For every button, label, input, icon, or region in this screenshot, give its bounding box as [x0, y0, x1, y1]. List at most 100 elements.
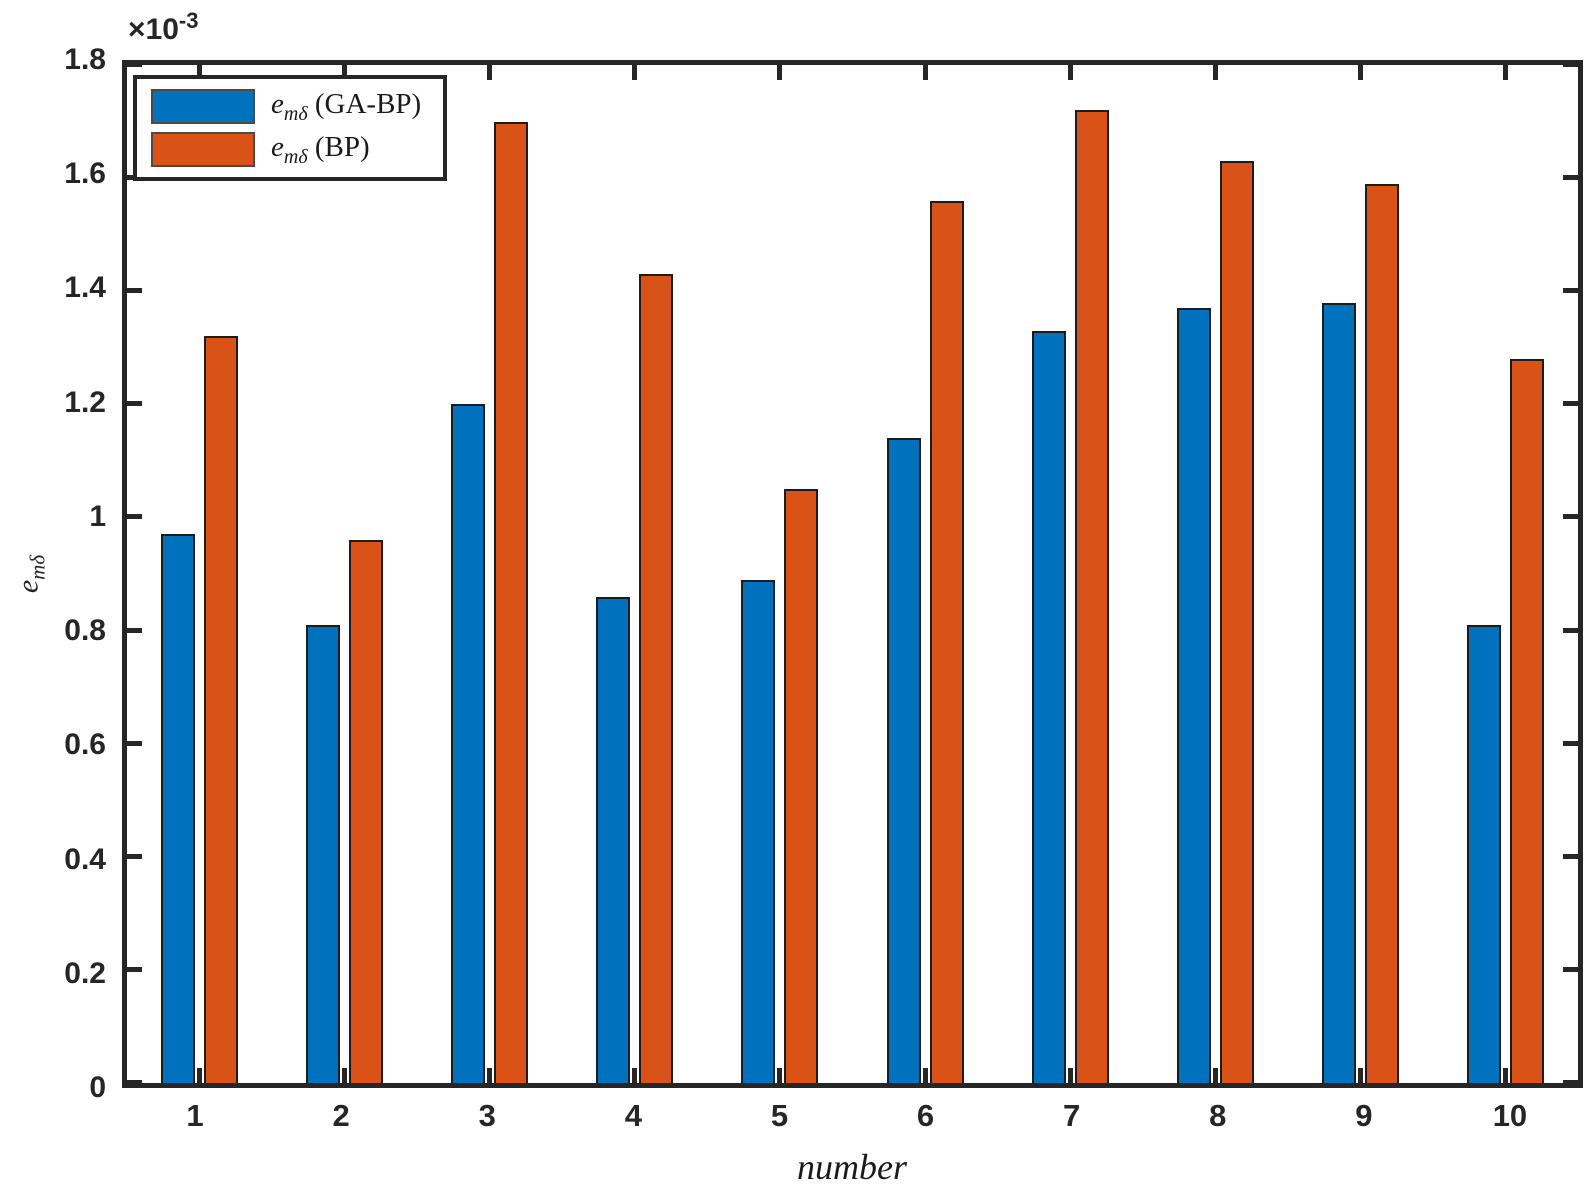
y-tick-mark [127, 627, 142, 633]
y-tick-label: 1.2 [64, 385, 106, 419]
y-tick-label: 1.6 [64, 157, 106, 191]
legend-label-gabp: emδ (GA-BP) [271, 87, 422, 125]
x-tick-mark [197, 1068, 203, 1083]
bar-series1-x5 [741, 579, 776, 1083]
y-tick-mark [1563, 853, 1578, 859]
legend-swatch-bp [151, 132, 255, 167]
bar-series2-x10 [1509, 359, 1544, 1083]
bar-series1-x4 [596, 596, 631, 1083]
x-tick-mark [487, 65, 493, 80]
y-tick-label: 0.2 [64, 956, 106, 990]
x-tick-label: 1 [186, 1098, 204, 1133]
x-tick-label: 3 [478, 1098, 496, 1133]
bar-series1-x8 [1176, 308, 1211, 1083]
x-tick-label: 2 [332, 1098, 350, 1133]
x-tick-mark [1067, 65, 1073, 80]
x-tick-mark [1357, 1068, 1363, 1083]
x-tick-mark [1067, 1068, 1073, 1083]
x-tick-label: 5 [770, 1098, 789, 1133]
legend-entry-gabp: emδ (GA-BP) [151, 89, 421, 124]
y-tick-label: 0.4 [64, 842, 106, 876]
bar-group-1 [127, 65, 272, 1083]
legend-entry-bp: emδ (BP) [151, 132, 421, 167]
x-tick-mark [487, 1068, 493, 1083]
y-tick-mark [1563, 62, 1578, 67]
bar-group-9 [1288, 65, 1433, 1083]
bar-group-2 [272, 65, 417, 1083]
x-tick-label: 8 [1209, 1098, 1227, 1133]
bar-series1-x3 [451, 404, 486, 1083]
x-tick-mark [922, 1068, 928, 1083]
y-tick-label: 1.4 [64, 271, 106, 305]
bar-series2-x5 [784, 489, 819, 1083]
bar-group-5 [707, 65, 852, 1083]
bar-group-6 [852, 65, 997, 1083]
legend-swatch-gabp [151, 89, 255, 124]
x-tick-mark [342, 1068, 348, 1083]
y-tick-mark [1563, 514, 1578, 520]
bar-series1-x2 [306, 624, 341, 1083]
bar-group-7 [998, 65, 1143, 1083]
x-tick-mark [342, 65, 348, 80]
x-axis-label: number [797, 1147, 907, 1187]
bar-series2-x9 [1364, 183, 1399, 1083]
y-tick-mark [1563, 288, 1578, 294]
x-tick-mark [632, 65, 638, 80]
x-tick-mark [1212, 65, 1218, 80]
plot-area: emδ (GA-BP) emδ (BP) [122, 60, 1583, 1088]
y-tick-mark [1563, 401, 1578, 407]
bar-series1-x7 [1031, 330, 1066, 1083]
x-tick-mark [1502, 1068, 1508, 1083]
bar-series1-x10 [1466, 624, 1501, 1083]
y-tick-mark [1563, 966, 1578, 972]
y-tick-mark [1563, 627, 1578, 633]
bar-series2-x2 [349, 540, 384, 1083]
y-tick-mark [127, 966, 142, 972]
y-tick-mark [1563, 175, 1578, 181]
bar-series2-x4 [639, 274, 674, 1083]
x-axis-tick-labels: 1 2 3 4 5 6 7 8 9 10 [122, 1100, 1583, 1140]
y-tick-label: 0.6 [64, 728, 106, 762]
y-tick-mark [127, 288, 142, 294]
y-tick-mark [1563, 1080, 1578, 1085]
y-tick-mark [127, 62, 142, 67]
bar-series2-x3 [494, 121, 529, 1083]
x-tick-mark [777, 1068, 783, 1083]
x-tick-mark [922, 65, 928, 80]
x-tick-label: 6 [916, 1098, 935, 1133]
y-tick-mark [127, 1080, 142, 1085]
y-axis-scale-label: ×10-3 [128, 8, 198, 47]
x-tick-label: 7 [1063, 1098, 1081, 1133]
x-tick-mark [197, 65, 203, 80]
x-tick-mark [777, 65, 783, 80]
x-tick-mark [1212, 1068, 1218, 1083]
scale-prefix: ×10 [128, 13, 179, 46]
bar-group-10 [1433, 65, 1578, 1083]
y-tick-label: 1.8 [64, 43, 106, 76]
y-tick-label: 0.8 [64, 614, 106, 648]
bar-series2-x1 [204, 336, 239, 1083]
x-tick-label: 9 [1355, 1098, 1373, 1133]
bar-group-3 [417, 65, 562, 1083]
legend-label-bp: emδ (BP) [271, 130, 370, 168]
x-tick-label: 10 [1492, 1098, 1528, 1133]
y-tick-label: 0 [89, 1071, 106, 1104]
y-tick-mark [127, 514, 142, 520]
x-tick-mark [1502, 65, 1508, 80]
bar-group-4 [562, 65, 707, 1083]
scale-exponent: -3 [178, 8, 199, 33]
bar-series1-x9 [1321, 302, 1356, 1083]
bar-series2-x8 [1219, 161, 1254, 1083]
y-tick-mark [127, 853, 142, 859]
x-tick-label: 4 [624, 1098, 642, 1133]
x-tick-mark [632, 1068, 638, 1083]
bar-series1-x6 [886, 438, 921, 1083]
y-axis-tick-labels: 0 0.2 0.4 0.6 0.8 1 1.2 1.4 1.6 1.8 [0, 45, 110, 1103]
y-tick-mark [127, 401, 142, 407]
bar-groups [127, 65, 1578, 1083]
bar-series1-x1 [161, 534, 196, 1083]
bar-series2-x6 [929, 200, 964, 1083]
bar-series2-x7 [1074, 110, 1109, 1083]
bar-group-8 [1143, 65, 1288, 1083]
